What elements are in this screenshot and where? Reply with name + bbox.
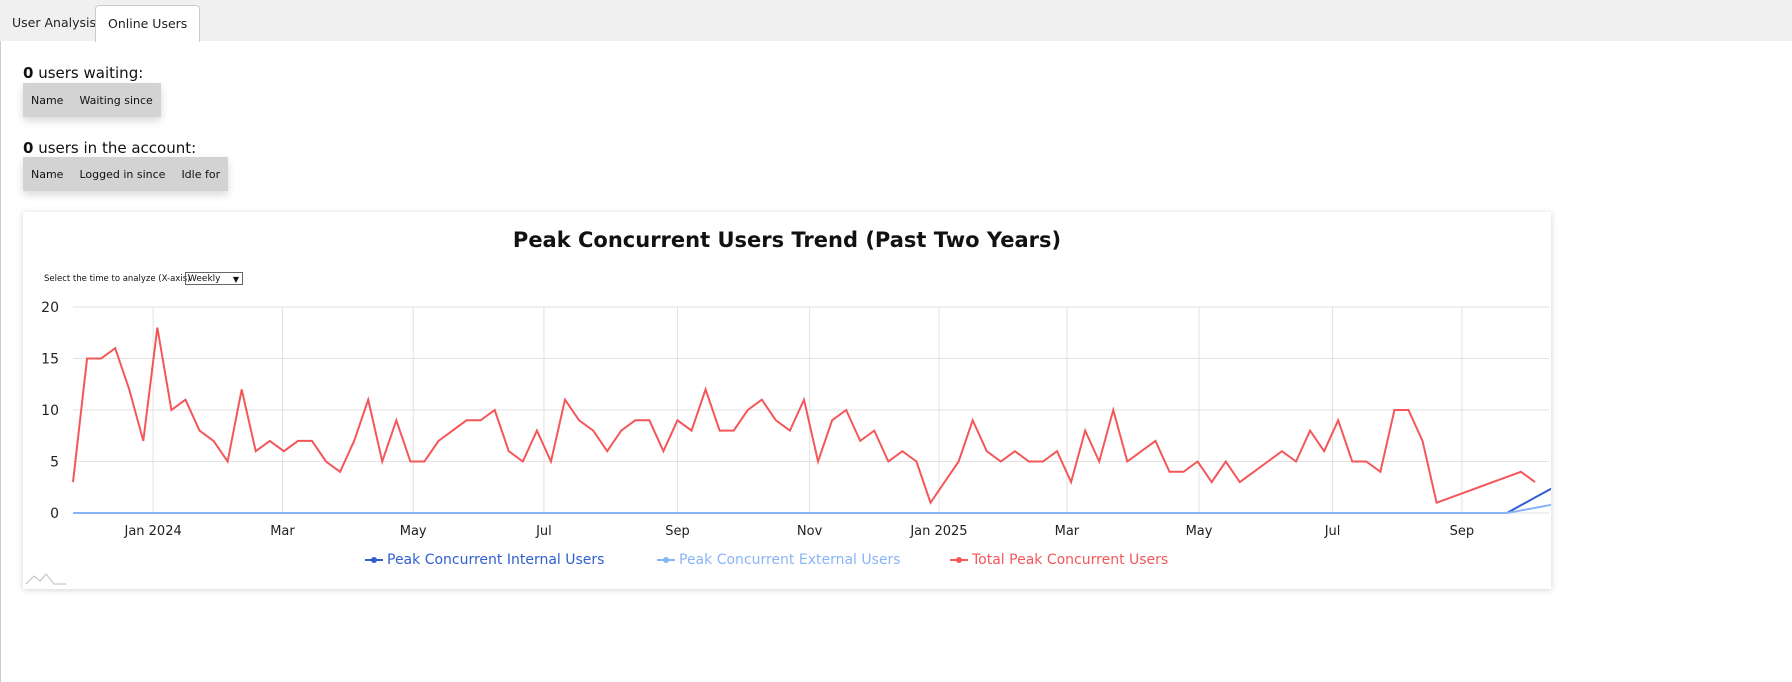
legend-marker-icon xyxy=(950,557,968,563)
time-select[interactable]: Weekly ▼ xyxy=(185,272,243,285)
tab-user-analysis[interactable]: User Analysis xyxy=(12,15,96,30)
series-line-1 xyxy=(73,503,1551,514)
account-heading: 0 users in the account: xyxy=(23,139,196,157)
column-logged-in-since[interactable]: Logged in since xyxy=(79,167,166,181)
x-tick-label: Jan 2024 xyxy=(123,524,181,539)
series-line-0 xyxy=(73,487,1551,514)
column-name[interactable]: Name xyxy=(31,167,64,181)
legend-internal[interactable]: Peak Concurrent Internal Users xyxy=(365,552,604,568)
x-tick-label: Mar xyxy=(1055,524,1080,539)
content-border xyxy=(0,41,1,682)
account-count: 0 xyxy=(23,139,34,157)
x-tick-label: Jan 2025 xyxy=(909,524,967,539)
time-select-value: Weekly xyxy=(188,274,221,284)
legend-total[interactable]: Total Peak Concurrent Users xyxy=(950,552,1168,568)
account-table-header: Name Logged in since Idle for xyxy=(23,157,229,191)
x-tick-label: Mar xyxy=(270,524,295,539)
x-tick-label: Jul xyxy=(1324,524,1341,539)
legend-label: Total Peak Concurrent Users xyxy=(972,552,1169,568)
waiting-text: users waiting: xyxy=(33,64,144,82)
x-tick-label: May xyxy=(1186,524,1213,539)
legend-label: Peak Concurrent External Users xyxy=(679,552,901,568)
legend-external[interactable]: Peak Concurrent External Users xyxy=(657,552,901,568)
y-tick-label: 20 xyxy=(41,300,59,316)
legend-label: Peak Concurrent Internal Users xyxy=(387,552,605,568)
x-tick-label: May xyxy=(400,524,427,539)
chart-title: Peak Concurrent Users Trend (Past Two Ye… xyxy=(512,228,1062,252)
x-tick-label: Nov xyxy=(797,524,823,539)
chart-card: Peak Concurrent Users Trend (Past Two Ye… xyxy=(23,212,1551,589)
chevron-down-icon: ▼ xyxy=(232,275,239,284)
time-select-label: Select the time to analyze (X-axis) xyxy=(44,274,191,284)
legend-marker-icon xyxy=(657,557,675,563)
waiting-table-header: Name Waiting since xyxy=(23,83,161,117)
column-name[interactable]: Name xyxy=(31,93,64,107)
column-idle-for[interactable]: Idle for xyxy=(181,167,221,181)
x-tick-label: Sep xyxy=(665,524,690,539)
y-tick-label: 15 xyxy=(41,352,59,368)
chart-logo-icon xyxy=(26,573,66,585)
y-tick-label: 0 xyxy=(50,506,59,522)
x-tick-label: Jul xyxy=(535,524,552,539)
legend-marker-icon xyxy=(365,557,383,563)
y-tick-label: 10 xyxy=(41,403,59,419)
chart-plot: 0 5 10 15 20 Jan 2024 Mar May Jul Sep Nov Jan 2025 M… xyxy=(41,300,1551,539)
waiting-count: 0 xyxy=(23,64,34,82)
series-line-2 xyxy=(72,327,1536,505)
tab-online-users[interactable]: Online Users xyxy=(95,5,201,42)
column-waiting-since[interactable]: Waiting since xyxy=(79,93,153,107)
x-tick-label: Sep xyxy=(1450,524,1475,539)
y-tick-label: 5 xyxy=(50,455,59,471)
tab-bar: User Analysis Online Users xyxy=(0,0,1792,42)
waiting-heading: 0 users waiting: xyxy=(23,64,143,82)
account-text: users in the account: xyxy=(33,139,197,157)
